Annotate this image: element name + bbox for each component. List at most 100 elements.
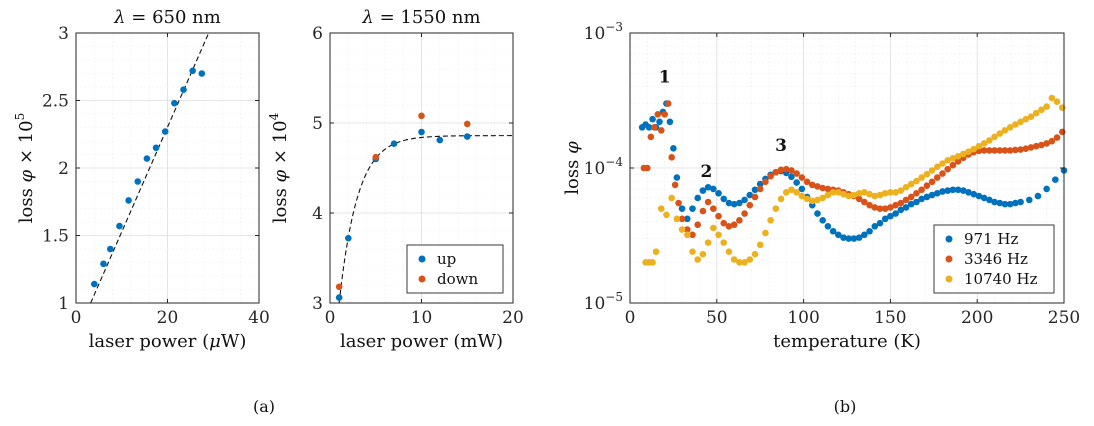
data-point — [829, 227, 837, 235]
legend-label: 10740 Hz — [964, 270, 1038, 288]
series-1 — [335, 112, 471, 291]
data-point — [694, 221, 702, 229]
data-point — [871, 204, 879, 211]
data-point — [814, 196, 821, 204]
data-point — [767, 216, 774, 224]
data-point — [657, 205, 665, 212]
data-point — [663, 211, 670, 219]
data-point — [1022, 115, 1030, 123]
grid-minor — [76, 33, 259, 303]
legend-label: 3346 Hz — [964, 250, 1028, 268]
data-point — [762, 229, 769, 237]
data-point — [949, 154, 957, 162]
data-point — [683, 231, 691, 239]
data-point — [907, 200, 915, 208]
series-2 — [642, 94, 1066, 266]
data-point — [689, 248, 696, 255]
data-point — [161, 128, 169, 135]
legend-marker — [945, 255, 953, 263]
data-point — [881, 215, 889, 223]
data-point — [824, 222, 832, 230]
data-point — [649, 115, 656, 123]
data-point — [664, 100, 672, 107]
data-point — [949, 161, 957, 169]
data-point — [798, 174, 806, 181]
data-point — [881, 189, 889, 197]
data-point — [782, 189, 790, 196]
data-point — [782, 165, 790, 173]
legend-label: down — [437, 270, 478, 288]
y-axis-label: loss φ — [562, 141, 583, 195]
data-point — [861, 189, 868, 196]
data-point — [418, 128, 425, 136]
data-point — [840, 234, 847, 241]
data-point — [918, 186, 925, 194]
data-point — [881, 205, 889, 212]
legend-marker — [945, 235, 953, 243]
data-point — [189, 67, 196, 75]
data-point — [715, 212, 722, 220]
data-point — [1001, 200, 1009, 208]
x-tick-label: 150 — [874, 308, 906, 328]
data-point — [673, 174, 681, 181]
data-point — [824, 191, 832, 199]
data-point — [699, 187, 707, 194]
data-point — [876, 219, 884, 227]
data-point — [710, 205, 717, 212]
data-point — [939, 188, 946, 195]
data-point — [777, 166, 785, 174]
data-point — [876, 191, 884, 199]
data-point — [960, 187, 967, 194]
data-point — [975, 147, 983, 155]
data-point — [960, 150, 967, 158]
data-point — [683, 226, 691, 233]
data-point — [788, 186, 795, 194]
y-tick-label: 2 — [58, 159, 69, 179]
data-point — [756, 180, 764, 188]
data-point — [991, 133, 998, 141]
data-point — [741, 210, 748, 217]
legend-label: up — [437, 250, 456, 268]
data-point — [855, 234, 863, 241]
data-point — [649, 259, 656, 266]
chart-title: λ = 1550 nm — [361, 7, 480, 28]
data-point — [730, 200, 738, 208]
data-point — [970, 190, 978, 198]
fit-curve — [338, 135, 513, 304]
data-point — [746, 201, 754, 209]
y-tick-label: 10−3 — [584, 20, 623, 44]
data-point — [746, 256, 754, 263]
data-point — [720, 219, 728, 227]
data-point — [673, 215, 681, 223]
data-point — [871, 192, 879, 200]
data-point — [954, 186, 962, 194]
data-point — [704, 239, 712, 246]
data-point — [855, 189, 863, 197]
data-point — [808, 181, 816, 189]
data-point — [345, 234, 352, 242]
data-point — [1017, 118, 1024, 126]
data-point — [1038, 106, 1045, 114]
data-point — [835, 189, 842, 196]
data-point — [683, 215, 691, 223]
data-point — [819, 216, 826, 224]
data-point — [710, 224, 717, 232]
data-point — [730, 256, 738, 263]
data-point — [975, 142, 983, 150]
x-tick-label: 20 — [502, 308, 524, 328]
data-point — [1048, 137, 1056, 145]
data-point — [944, 157, 951, 164]
data-point — [814, 183, 821, 190]
data-point — [180, 86, 187, 93]
data-point — [892, 189, 899, 196]
y-tick-label: 6 — [312, 24, 323, 44]
data-point — [819, 184, 826, 192]
legend: up down — [406, 244, 504, 294]
data-point — [390, 140, 398, 147]
data-point — [793, 189, 800, 196]
data-point — [670, 144, 677, 152]
data-point — [975, 192, 983, 200]
data-point — [1032, 109, 1040, 117]
data-point — [671, 181, 679, 189]
data-point — [1053, 134, 1061, 141]
